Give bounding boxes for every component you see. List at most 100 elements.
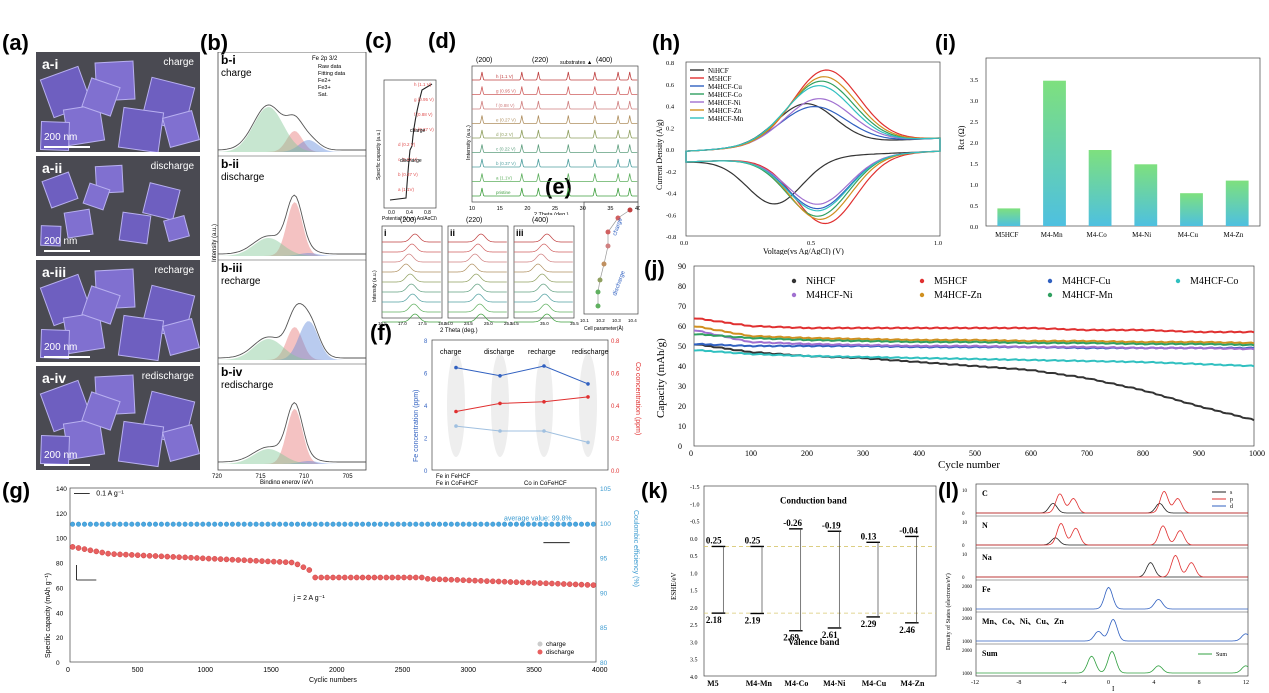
- k-cb-label: -0.19: [822, 520, 841, 530]
- e-xtick: 10.4: [628, 318, 637, 323]
- l-dos-s: [976, 502, 1248, 514]
- g-legend: charge: [546, 641, 566, 648]
- xps-component: [218, 107, 366, 152]
- l-row-label: Sum: [982, 649, 998, 658]
- f-point: [542, 364, 546, 368]
- g-xtick: 1000: [198, 667, 214, 674]
- sem-state: discharge: [150, 161, 194, 172]
- d-pattern: [472, 129, 638, 139]
- f-ytick: 0: [424, 469, 428, 475]
- k-frame: [703, 485, 937, 677]
- j-legend: M4HCF-Mn: [1062, 290, 1113, 301]
- j-legend-marker: [1175, 278, 1181, 284]
- j-ytick: 90: [678, 262, 686, 271]
- k-vb-label: 2.29: [861, 619, 877, 629]
- scale-bar-label: 200 nm: [44, 450, 78, 461]
- k-category: M4-Mn: [746, 679, 773, 688]
- i-bar-M5HCF: [997, 208, 1021, 226]
- dz-pattern: [382, 243, 441, 253]
- j-xtick: 100: [745, 449, 757, 458]
- j-series-M5HCF: [693, 317, 1255, 334]
- f-point: [586, 395, 590, 399]
- j-ytick: 10: [678, 422, 686, 431]
- k-category: M4-Cu: [862, 679, 887, 688]
- sem-label: a-ii: [42, 160, 63, 176]
- panel-label-f: (f): [370, 320, 392, 345]
- sem-image-1: a-i charge 200 nm: [36, 52, 200, 152]
- sem-state: charge: [163, 57, 194, 68]
- h-legend: M4HCF-Zn: [708, 107, 742, 115]
- f-point: [498, 374, 502, 378]
- k-cb-label: -0.04: [899, 525, 918, 535]
- dz-ylabel: Intensity (a.u.): [372, 270, 378, 302]
- j-ytick: 70: [678, 302, 686, 311]
- j-xtick: 600: [1025, 449, 1037, 458]
- d-pattern: [472, 144, 638, 153]
- g-xtick: 500: [132, 667, 144, 674]
- ion-concentration-chart: charge discharge recharge redischarge Fe con…: [413, 339, 641, 486]
- k-vb-label: 2.69: [783, 633, 799, 643]
- c-frame: [383, 79, 437, 209]
- j-ytick: 80: [678, 282, 686, 291]
- dz-pattern: [448, 283, 507, 293]
- xps-xtick: 710: [299, 474, 310, 480]
- xps-subpanel-id: b-iv: [221, 365, 243, 379]
- dz-xtick: 35.0: [540, 321, 549, 326]
- dz-pattern: [448, 273, 507, 283]
- d-pattern-label: pristine: [496, 190, 511, 195]
- f-point: [542, 429, 546, 433]
- h-ytick: 0.4: [666, 104, 675, 111]
- f-ytick: 2: [424, 437, 428, 443]
- f-yleft: Fe concentration (ppm): [413, 390, 420, 462]
- xps-subpanel-name: charge: [221, 68, 252, 79]
- cv-chart: Current Density (A/g) 0.8 0.6 0.4 0.2 0.0 -0.2…: [655, 60, 942, 255]
- xps-chart: Intensity (a.u.) Fe 2p 3/2 Raw dataFitting…: [212, 52, 367, 484]
- dz-pattern: [448, 313, 507, 323]
- l-ytick-top: 10: [962, 521, 968, 526]
- sem-image-4: a-iv redischarge 200 nm: [36, 366, 200, 470]
- e-point: [601, 261, 607, 267]
- h-series-M4HCF-Mn: [685, 85, 941, 212]
- xps-component: [218, 339, 366, 360]
- k-vb-label: 2.18: [706, 615, 722, 625]
- sem-label: a-iii: [42, 264, 67, 280]
- scale-bar: [44, 464, 90, 466]
- d-pattern-label: e (0.27 V): [496, 118, 516, 123]
- dz-pattern: [382, 253, 441, 263]
- c-point-label: h (1.1 V): [414, 82, 432, 87]
- scale-bar-label: 200 nm: [44, 132, 78, 143]
- f-yrtick: 0.8: [611, 339, 620, 345]
- f-ytick: 6: [424, 372, 428, 378]
- i-ytick: 1.0: [970, 182, 978, 189]
- panel-label-i: (i): [935, 30, 956, 55]
- g-yrtick: 100: [600, 521, 611, 528]
- j-legend-marker: [919, 292, 925, 298]
- g-capacity-series: [69, 544, 597, 588]
- j-series-M4HCF-Co: [693, 349, 1255, 368]
- f-series-line: [455, 425, 589, 443]
- k-category: M4-Co: [784, 679, 808, 688]
- dz-xlabel: 2 Theta (deg.): [440, 328, 478, 334]
- i-bar-M4-Zn: [1225, 180, 1249, 226]
- e-point: [605, 243, 611, 249]
- j-ytick: 30: [678, 382, 686, 391]
- xps-component: [218, 408, 366, 464]
- g-legend-marker: [537, 641, 543, 647]
- scale-bar-label: 200 nm: [44, 236, 78, 247]
- d-pattern-label: g (0.95 V): [496, 89, 516, 94]
- h-xtick: 1.0: [934, 240, 942, 247]
- xps-subpanel-name: redischarge: [221, 380, 274, 391]
- k-cb-label: -0.26: [783, 518, 802, 528]
- scale-bar-label: 200 nm: [44, 342, 78, 353]
- l-dos-d: [976, 618, 1249, 642]
- j-xtick: 1000: [1249, 449, 1265, 458]
- j-xtick: 200: [801, 449, 813, 458]
- xps-fit-line: [218, 194, 366, 255]
- l-row-label: Fe: [982, 585, 991, 594]
- xps-ylabel: Intensity (a.u.): [212, 224, 218, 262]
- j-series-M4HCF-Zn: [693, 325, 1255, 345]
- j-ytick: 50: [678, 342, 686, 351]
- l-xtick: 4: [1152, 680, 1155, 686]
- k-ytick: -1.0: [690, 502, 700, 508]
- h-ytick: 0.8: [666, 60, 674, 67]
